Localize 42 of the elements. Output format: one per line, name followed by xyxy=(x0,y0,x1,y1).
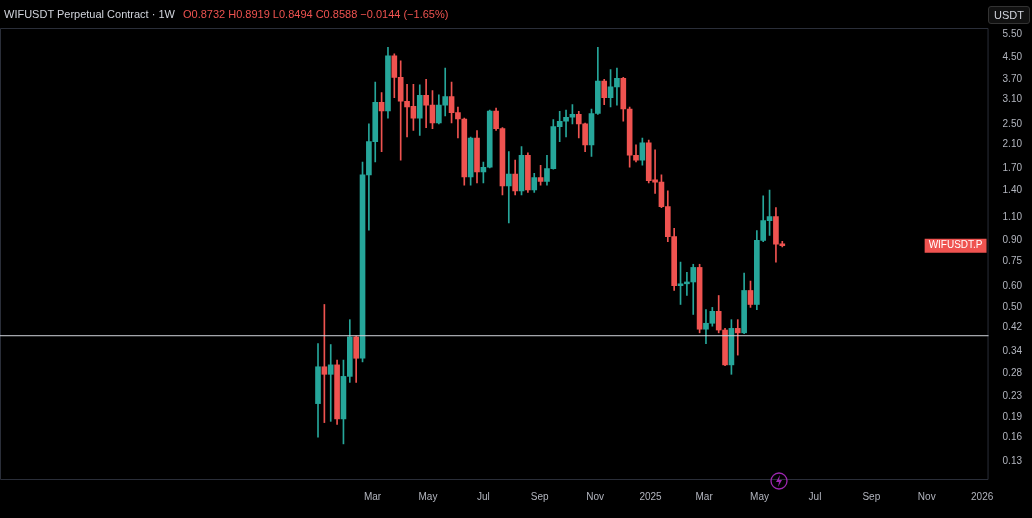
y-tick-label: 0.13 xyxy=(1002,454,1023,466)
x-tick-label: Sep xyxy=(530,490,550,502)
x-tick-label: Jul xyxy=(476,490,490,502)
x-tick-label: 2025 xyxy=(639,490,663,502)
x-tick-label: Mar xyxy=(695,490,714,502)
x-tick-label: May xyxy=(750,490,770,502)
x-tick-label: Nov xyxy=(586,490,605,502)
candlestick xyxy=(614,67,620,106)
y-tick-label: 0.50 xyxy=(1002,301,1023,313)
y-tick-label: 1.40 xyxy=(1002,183,1023,195)
y-tick-label: 3.70 xyxy=(1002,72,1023,84)
y-tick-label: 1.70 xyxy=(1002,161,1023,173)
annotation: WIFUSDT.P xyxy=(928,239,983,251)
x-tick-label: Jul xyxy=(808,490,822,502)
y-tick-label: 0.60 xyxy=(1002,280,1023,292)
x-tick-label: 2026 xyxy=(971,490,994,502)
y-tick-label: 0.28 xyxy=(1002,367,1023,379)
chart-title: WIFUSDT Perpetual Contract · 1W xyxy=(4,8,175,20)
y-tick-label: 5.50 xyxy=(1002,27,1023,39)
y-tick-label: 0.16 xyxy=(1002,431,1023,443)
x-tick-label: Nov xyxy=(917,490,936,502)
candlestick xyxy=(734,319,741,356)
y-tick-label: 2.10 xyxy=(1002,137,1023,149)
x-tick-label: Sep xyxy=(862,490,881,502)
y-tick-label: 0.90 xyxy=(1002,234,1023,246)
y-tick-label: 1.10 xyxy=(1002,211,1023,223)
y-tick-label: 0.75 xyxy=(1002,254,1023,266)
candlestick xyxy=(327,344,334,422)
y-tick-label: 4.50 xyxy=(1002,50,1023,62)
x-tick-label: May xyxy=(418,490,438,502)
chart-subtitle: O0.8732 H0.8919 L0.8494 C0.8588 −0.0144 (−1.65%) xyxy=(182,8,449,20)
candlestick xyxy=(505,151,512,224)
y-tick-label: 0.34 xyxy=(1002,345,1023,357)
y-tick-label: 0.19 xyxy=(1002,411,1023,423)
candlestick xyxy=(423,78,429,128)
y-tick-label: 0.23 xyxy=(1002,389,1023,401)
y-tick-label: 0.42 xyxy=(1002,321,1023,333)
candlestick xyxy=(442,67,449,117)
y-tick-label: 3.10 xyxy=(1002,93,1023,105)
y-axis-title: USDT xyxy=(988,6,1030,24)
x-tick-label: Mar xyxy=(363,490,382,502)
y-tick-label: 2.50 xyxy=(1002,117,1023,129)
